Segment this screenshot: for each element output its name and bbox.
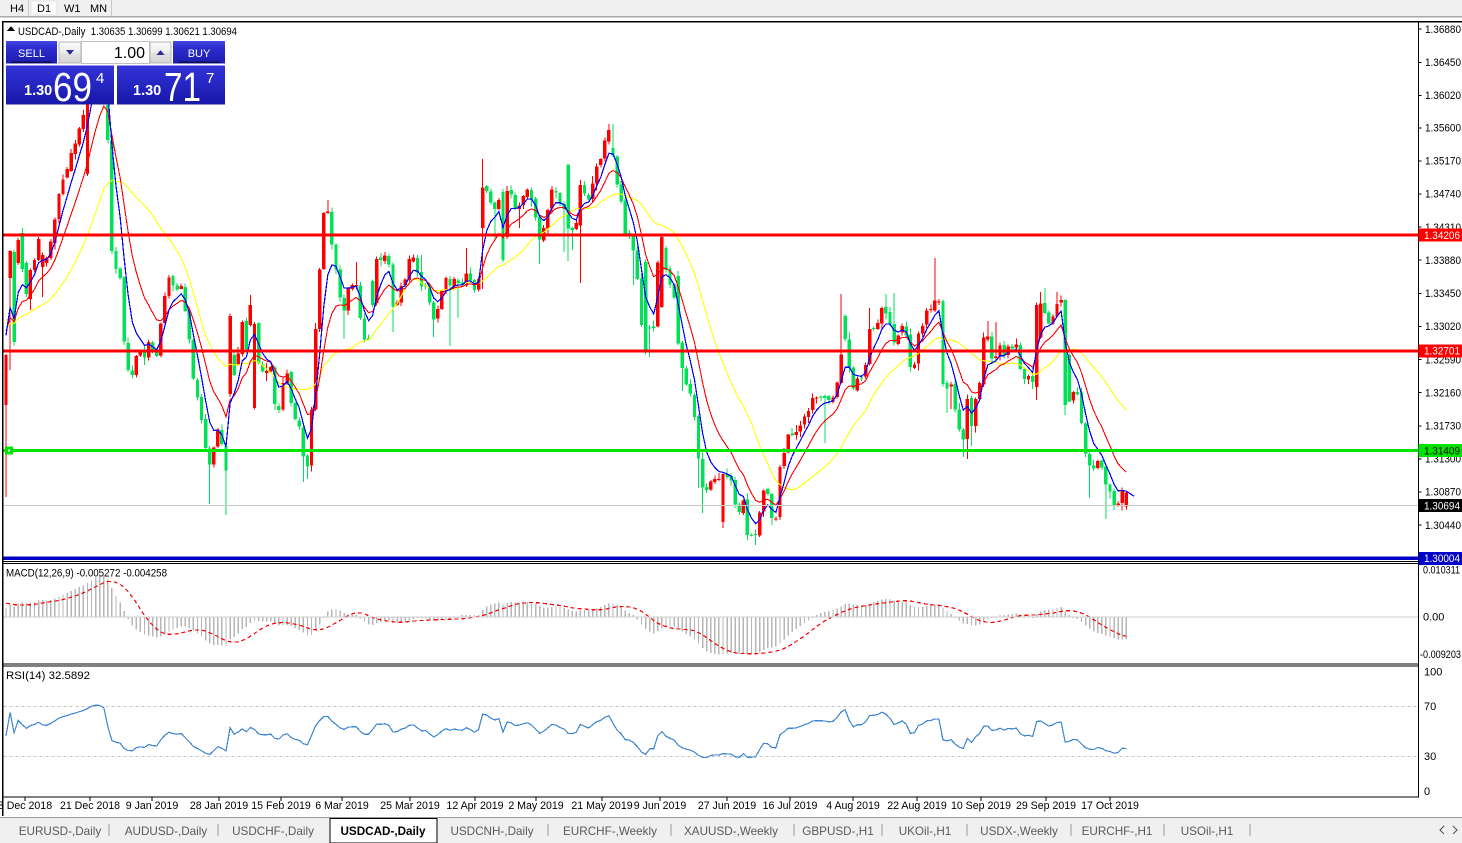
svg-text:1.31409: 1.31409 [1424, 445, 1460, 457]
svg-text:1.30440: 1.30440 [1425, 520, 1461, 532]
svg-text:69: 69 [53, 64, 92, 110]
svg-text:RSI(14) 32.5892: RSI(14) 32.5892 [6, 670, 90, 682]
svg-text:1.32160: 1.32160 [1425, 387, 1461, 399]
svg-text:21 May 2019: 21 May 2019 [571, 800, 632, 812]
svg-text:1.31730: 1.31730 [1425, 421, 1461, 433]
svg-text:1.30870: 1.30870 [1425, 487, 1461, 499]
svg-text:0.00: 0.00 [1423, 612, 1444, 624]
svg-text:7: 7 [206, 70, 214, 87]
svg-text:USDCNH-,Daily: USDCNH-,Daily [450, 825, 533, 838]
svg-text:1.35600: 1.35600 [1425, 123, 1461, 135]
svg-text:0.010311: 0.010311 [1423, 565, 1460, 577]
svg-text:3 Dec 2018: 3 Dec 2018 [0, 800, 52, 812]
svg-text:1.34740: 1.34740 [1425, 189, 1461, 201]
svg-text:USOil-,H1: USOil-,H1 [1181, 825, 1234, 838]
svg-text:D1: D1 [37, 3, 51, 15]
svg-text:17 Oct 2019: 17 Oct 2019 [1081, 800, 1139, 812]
svg-text:9 Jun 2019: 9 Jun 2019 [634, 800, 687, 812]
svg-text:UKOil-,H1: UKOil-,H1 [899, 825, 952, 838]
svg-text:1.30004: 1.30004 [1424, 553, 1460, 565]
svg-text:1.36880: 1.36880 [1425, 24, 1461, 36]
svg-text:9 Jan 2019: 9 Jan 2019 [126, 800, 179, 812]
svg-text:100: 100 [1424, 667, 1442, 679]
svg-text:1.32701: 1.32701 [1424, 346, 1460, 358]
svg-text:4: 4 [96, 70, 104, 87]
svg-text:1.35170: 1.35170 [1425, 156, 1461, 168]
svg-text:USDCAD-,Daily 1.30635 1.30699: USDCAD-,Daily 1.30635 1.30699 1.30621 1.… [18, 26, 237, 38]
svg-text:29 Sep 2019: 29 Sep 2019 [1016, 800, 1076, 812]
svg-text:MACD(12,26,9) -0.005272 -0.004: MACD(12,26,9) -0.005272 -0.004258 [6, 568, 167, 580]
svg-text:1.00: 1.00 [114, 45, 145, 62]
svg-text:MN: MN [90, 3, 107, 15]
svg-text:EURCHF-,Weekly: EURCHF-,Weekly [563, 825, 657, 838]
svg-text:EURUSD-,Daily: EURUSD-,Daily [19, 825, 102, 838]
svg-text:USDCHF-,Daily: USDCHF-,Daily [232, 825, 314, 838]
svg-text:22 Aug 2019: 22 Aug 2019 [887, 800, 947, 812]
svg-text:H4: H4 [10, 3, 24, 15]
svg-text:0: 0 [1424, 786, 1430, 798]
svg-text:-0.009203: -0.009203 [1420, 649, 1461, 661]
svg-text:1.30: 1.30 [24, 83, 52, 99]
svg-text:2 May 2019: 2 May 2019 [508, 800, 563, 812]
svg-text:28 Jan 2019: 28 Jan 2019 [190, 800, 248, 812]
svg-text:W1: W1 [64, 3, 81, 15]
svg-text:6 Mar 2019: 6 Mar 2019 [315, 800, 369, 812]
svg-text:SELL: SELL [18, 48, 45, 60]
svg-text:GBPUSD-,H1: GBPUSD-,H1 [802, 825, 873, 838]
svg-text:21 Dec 2018: 21 Dec 2018 [60, 800, 120, 812]
svg-text:BUY: BUY [188, 48, 211, 60]
svg-text:1.30: 1.30 [133, 83, 161, 99]
svg-text:10 Sep 2019: 10 Sep 2019 [951, 800, 1011, 812]
svg-text:25 Mar 2019: 25 Mar 2019 [380, 800, 440, 812]
svg-text:1.33880: 1.33880 [1425, 255, 1461, 267]
svg-text:1.33020: 1.33020 [1425, 321, 1461, 333]
svg-text:EURCHF-,H1: EURCHF-,H1 [1082, 825, 1153, 838]
svg-text:71: 71 [164, 64, 201, 110]
svg-text:4 Aug 2019: 4 Aug 2019 [826, 800, 880, 812]
svg-text:1.34206: 1.34206 [1424, 230, 1460, 242]
svg-text:USDCAD-,Daily: USDCAD-,Daily [340, 825, 426, 838]
svg-text:12 Apr 2019: 12 Apr 2019 [446, 800, 503, 812]
svg-text:16 Jul 2019: 16 Jul 2019 [763, 800, 818, 812]
svg-text:27 Jun 2019: 27 Jun 2019 [698, 800, 756, 812]
svg-text:30: 30 [1424, 751, 1436, 763]
svg-text:1.36020: 1.36020 [1425, 90, 1461, 102]
svg-text:70: 70 [1424, 701, 1436, 713]
svg-text:1.33450: 1.33450 [1425, 288, 1461, 300]
svg-text:15 Feb 2019: 15 Feb 2019 [251, 800, 311, 812]
svg-text:1.36450: 1.36450 [1425, 57, 1461, 69]
svg-text:1.30694: 1.30694 [1424, 501, 1460, 513]
svg-text:USDX-,Weekly: USDX-,Weekly [980, 825, 1058, 838]
svg-text:AUDUSD-,Daily: AUDUSD-,Daily [125, 825, 208, 838]
svg-text:XAUUSD-,Weekly: XAUUSD-,Weekly [684, 825, 778, 838]
